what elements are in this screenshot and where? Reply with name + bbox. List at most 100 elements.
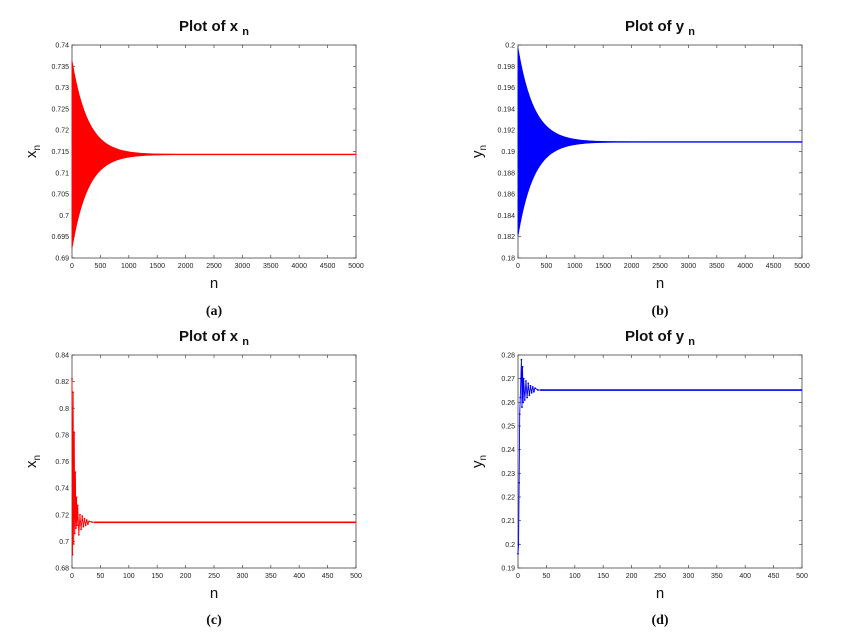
- chart-d-data-point: [525, 380, 527, 382]
- chart-d-data-point: [521, 406, 523, 408]
- chart-c-data-point: [72, 391, 75, 394]
- chart-a-x-tick-label: 2500: [206, 263, 222, 270]
- chart-c-y-tick-label: 0.72: [55, 512, 69, 519]
- chart-a-y-tick-label: 0.735: [51, 64, 69, 71]
- chart-a-x-tick-label: 0: [70, 263, 74, 270]
- chart-d-y-tick-label: 0.27: [501, 376, 515, 383]
- chart-c-axes-box: [71, 354, 357, 569]
- chart-d-data-point: [522, 401, 525, 404]
- chart-d-data-point: [518, 413, 521, 416]
- chart-a-x-tick-label: 1000: [121, 263, 137, 270]
- chart-d-x-tick-label: 250: [654, 573, 666, 580]
- chart-c-data-point: [72, 543, 75, 545]
- chart-b-y-tick-label: 0.18: [501, 256, 515, 263]
- chart-d-data-point: [518, 481, 521, 484]
- chart-c-data-point: [76, 504, 79, 507]
- chart-d-y-tick-label: 0.23: [501, 471, 515, 478]
- chart-d-data-point: [528, 394, 531, 397]
- chart-d-data-point: [522, 377, 525, 380]
- chart-b-y-tick-label: 0.198: [497, 64, 515, 71]
- chart-d-y-tick-label: 0.26: [501, 400, 515, 407]
- chart-c-data-point: [75, 496, 78, 499]
- chart-d-x-tick-label: 300: [683, 573, 695, 580]
- chart-c-data-point: [81, 515, 84, 517]
- chart-d-data-point: [523, 399, 526, 401]
- chart-c-data-point: [73, 431, 76, 434]
- chart-b-x-tick-label: 4500: [766, 263, 782, 270]
- chart-b-x-tick-label: 1000: [567, 263, 583, 270]
- chart-b-y-tick-label: 0.186: [497, 192, 515, 199]
- chart-b-y-tick-label: 0.192: [497, 128, 515, 135]
- chart-c-data-point: [83, 517, 86, 520]
- chart-a-x-axis-label: n: [210, 275, 218, 292]
- chart-d-data-point: [527, 382, 530, 385]
- chart-c-y-tick-label: 0.74: [55, 486, 69, 493]
- chart-d-y-tick-label: 0.2: [505, 542, 515, 549]
- chart-c-x-tick-label: 450: [322, 573, 334, 580]
- chart-c-data-point: [79, 513, 81, 516]
- chart-c-x-tick-label: 250: [208, 573, 220, 580]
- chart-a-y-tick-label: 0.71: [55, 170, 69, 177]
- chart-a-y-tick-label: 0.725: [51, 106, 69, 113]
- chart-a-x-tick-label: 3000: [235, 263, 251, 270]
- chart-d-x-tick-label: 200: [626, 573, 638, 580]
- chart-d-y-tick-label: 0.19: [501, 566, 515, 573]
- chart-c-data-point: [74, 471, 77, 474]
- chart-a-y-tick-label: 0.695: [51, 234, 69, 241]
- chart-b-x-tick-label: 5000: [794, 263, 810, 270]
- chart-b-title: Plot of y n: [625, 18, 695, 38]
- chart-a-y-tick-label: 0.705: [51, 192, 69, 199]
- chart-c-data-point: [84, 524, 87, 527]
- chart-c-data-point: [80, 528, 82, 531]
- chart-c-y-tick-label: 0.68: [55, 566, 69, 573]
- chart-b-panel: 0 500 1000 1500 2000 2500 3000 3500 4000 4500 5000…: [469, 18, 810, 319]
- chart-b-y-tick-label: 0.2: [505, 43, 515, 50]
- chart-c-data-point: [71, 553, 74, 556]
- chart-b-x-tick-label: 2500: [652, 263, 668, 270]
- chart-a-y-tick-label: 0.73: [55, 85, 69, 92]
- chart-d-x-tick-label: 150: [597, 573, 609, 580]
- chart-d-data-point: [521, 365, 524, 368]
- chart-a-y-tick-label: 0.69: [55, 256, 69, 263]
- chart-c-x-tick-label: 0: [70, 573, 74, 580]
- chart-d-data-point: [520, 358, 523, 361]
- chart-b-y-axis-label: yn: [469, 145, 489, 158]
- chart-d-data-point: [519, 377, 522, 380]
- chart-d-data-point: [526, 396, 528, 399]
- chart-c-x-tick-label: 50: [97, 573, 105, 580]
- chart-a-title: Plot of x n: [179, 18, 249, 38]
- chart-c-y-axis-label: xn: [23, 455, 43, 468]
- chart-c-x-tick-label: 500: [350, 573, 362, 580]
- chart-c-x-tick-label: 150: [151, 573, 163, 580]
- chart-c-x-tick-label: 400: [293, 573, 305, 580]
- chart-b-y-tick-label: 0.188: [497, 170, 515, 177]
- chart-d-x-tick-label: 450: [768, 573, 780, 580]
- chart-d-data-point: [517, 552, 519, 555]
- chart-c-data-point: [73, 532, 76, 535]
- chart-d-panel: 0 50 100 150 200 250 300 350 400 450 500 0.19 0.2 0.2…: [469, 328, 808, 628]
- chart-a-x-tick-label: 4000: [291, 263, 307, 270]
- chart-a-y-tick-label: 0.7: [59, 213, 69, 220]
- chart-c-x-tick-label: 200: [180, 573, 192, 580]
- chart-d-x-tick-label: 50: [543, 573, 551, 580]
- chart-c-title: Plot of x n: [179, 328, 249, 348]
- chart-c-y-tick-label: 0.7: [59, 539, 69, 546]
- chart-d-x-tick-label: 350: [711, 573, 723, 580]
- chart-d-y-axis-label: yn: [469, 455, 489, 468]
- chart-c-y-tick-label: 0.8: [59, 406, 69, 413]
- chart-a-panel: 0 500 1000 1500 2000 2500 3000 3500 4000 4500 5000…: [23, 18, 364, 319]
- chart-b-y-tick-label: 0.182: [497, 234, 515, 241]
- chart-b-x-tick-label: 3500: [709, 263, 725, 270]
- chart-a-caption: (a): [206, 304, 223, 319]
- chart-c-caption: (c): [206, 613, 222, 628]
- chart-b-x-axis-label: n: [656, 275, 664, 292]
- chart-d-data-point: [529, 384, 532, 387]
- chart-c-data-point: [82, 525, 85, 528]
- chart-c-data-point: [77, 533, 80, 536]
- chart-d-data-point: [519, 396, 522, 399]
- chart-c-x-tick-label: 100: [123, 573, 135, 580]
- chart-c-data-point: [88, 520, 90, 523]
- chart-c-series-line: [71, 378, 356, 555]
- chart-d-x-tick-label: 0: [516, 573, 520, 580]
- chart-d-axes-box: [517, 354, 803, 569]
